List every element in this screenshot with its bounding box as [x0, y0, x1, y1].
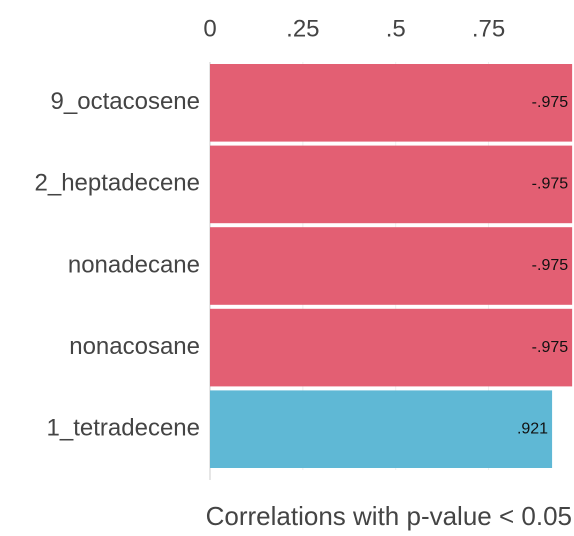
- bar: [210, 390, 553, 468]
- y-tick-label: nonacosane: [69, 333, 200, 360]
- x-tick-label: .75: [472, 15, 505, 42]
- bar: [210, 227, 573, 305]
- value-label: -.975: [532, 94, 569, 111]
- value-label: .921: [517, 420, 548, 437]
- bar: [210, 64, 573, 142]
- y-tick-label: 2_heptadecene: [35, 170, 201, 197]
- value-label: -.975: [532, 176, 569, 193]
- chart-title: Correlations with p-value < 0.05: [206, 501, 572, 531]
- value-label: -.975: [532, 257, 569, 274]
- y-tick-label: 9_octacosene: [51, 88, 200, 115]
- y-tick-label: 1_tetradecene: [47, 415, 200, 442]
- value-label: -.975: [532, 339, 569, 356]
- x-tick-label: .5: [386, 15, 406, 42]
- bar: [210, 145, 573, 224]
- x-tick-label: 0: [203, 15, 216, 42]
- x-tick-label: .25: [286, 15, 319, 42]
- bar: [210, 308, 573, 387]
- y-tick-label: nonadecane: [68, 251, 200, 278]
